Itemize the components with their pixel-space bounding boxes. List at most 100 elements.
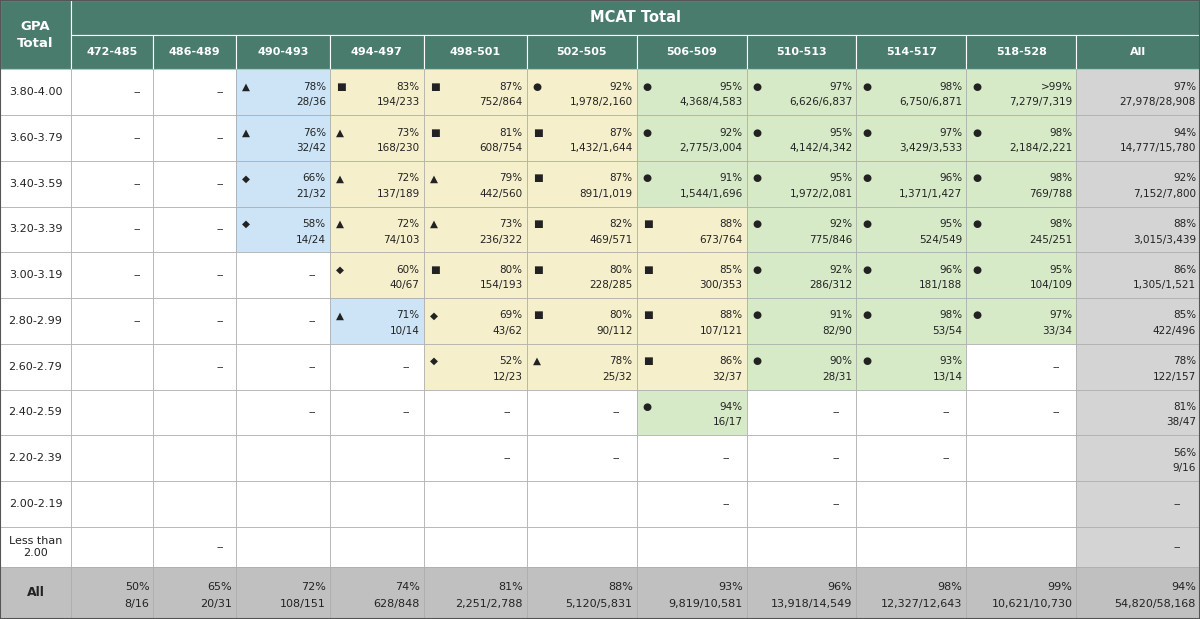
- Text: ▲: ▲: [242, 128, 250, 137]
- Bar: [527, 35, 637, 69]
- Text: 81%: 81%: [499, 128, 523, 137]
- Text: 82/90: 82/90: [823, 326, 852, 336]
- Text: 81%: 81%: [498, 582, 523, 592]
- Text: 12/23: 12/23: [493, 371, 523, 382]
- Bar: [236, 161, 330, 207]
- Text: 87%: 87%: [610, 128, 632, 137]
- Text: --: --: [308, 361, 316, 371]
- Bar: [71, 344, 154, 389]
- Text: --: --: [308, 407, 316, 417]
- Text: 90/112: 90/112: [596, 326, 632, 336]
- Text: --: --: [942, 407, 950, 417]
- Bar: [0, 161, 71, 207]
- Bar: [71, 527, 154, 567]
- Bar: [0, 435, 71, 481]
- Text: 2.40-2.59: 2.40-2.59: [8, 407, 62, 417]
- Text: --: --: [133, 316, 142, 326]
- Text: --: --: [833, 453, 840, 463]
- Text: 95%: 95%: [1049, 265, 1073, 275]
- Bar: [857, 115, 966, 161]
- Text: 72%: 72%: [396, 173, 420, 183]
- Bar: [637, 69, 746, 115]
- Bar: [71, 115, 154, 161]
- Bar: [637, 161, 746, 207]
- Text: 74%: 74%: [395, 582, 420, 592]
- Text: 32/37: 32/37: [713, 371, 743, 382]
- Text: 95%: 95%: [940, 219, 962, 229]
- Text: 56%: 56%: [1172, 448, 1196, 457]
- Text: --: --: [133, 225, 142, 235]
- Bar: [330, 161, 424, 207]
- Bar: [857, 161, 966, 207]
- Bar: [746, 161, 857, 207]
- Bar: [527, 298, 637, 344]
- Text: ●: ●: [972, 265, 982, 275]
- Bar: [527, 207, 637, 253]
- Bar: [637, 567, 746, 619]
- Text: 494-497: 494-497: [350, 47, 402, 57]
- Text: ■: ■: [430, 82, 439, 92]
- Bar: [857, 298, 966, 344]
- Text: --: --: [1174, 499, 1182, 509]
- Bar: [857, 35, 966, 69]
- Text: ◆: ◆: [430, 311, 438, 321]
- Text: 52%: 52%: [499, 356, 523, 366]
- Bar: [330, 35, 424, 69]
- Text: 20/31: 20/31: [200, 599, 232, 610]
- Text: 92%: 92%: [1172, 173, 1196, 183]
- Text: --: --: [308, 271, 316, 280]
- Text: 40/67: 40/67: [390, 280, 420, 290]
- Text: MCAT Total: MCAT Total: [590, 10, 680, 25]
- Text: ●: ●: [643, 402, 652, 412]
- Text: --: --: [613, 407, 620, 417]
- Bar: [637, 435, 746, 481]
- Bar: [527, 481, 637, 527]
- Bar: [236, 253, 330, 298]
- Text: 9/16: 9/16: [1172, 463, 1196, 473]
- Text: 2,184/2,221: 2,184/2,221: [1009, 143, 1073, 153]
- Text: 58%: 58%: [302, 219, 325, 229]
- Bar: [424, 207, 527, 253]
- Text: 7,279/7,319: 7,279/7,319: [1009, 97, 1073, 108]
- Text: 80%: 80%: [610, 265, 632, 275]
- Bar: [637, 344, 746, 389]
- Text: 518-528: 518-528: [996, 47, 1046, 57]
- Text: ■: ■: [533, 311, 542, 321]
- Text: 92%: 92%: [720, 128, 743, 137]
- Text: 97%: 97%: [1172, 82, 1196, 92]
- Bar: [1076, 344, 1200, 389]
- Bar: [330, 344, 424, 389]
- Text: ●: ●: [863, 311, 871, 321]
- Bar: [236, 115, 330, 161]
- Bar: [527, 344, 637, 389]
- Text: ◆: ◆: [336, 265, 343, 275]
- Bar: [424, 527, 527, 567]
- Text: --: --: [216, 361, 223, 371]
- Bar: [966, 115, 1076, 161]
- Bar: [857, 69, 966, 115]
- Text: ●: ●: [752, 265, 762, 275]
- Bar: [746, 389, 857, 435]
- Text: 236/322: 236/322: [480, 235, 523, 245]
- Bar: [746, 435, 857, 481]
- Text: 79%: 79%: [499, 173, 523, 183]
- Text: 93%: 93%: [718, 582, 743, 592]
- Bar: [746, 253, 857, 298]
- Bar: [857, 527, 966, 567]
- Text: 96%: 96%: [828, 582, 852, 592]
- Bar: [154, 481, 236, 527]
- Text: --: --: [722, 499, 730, 509]
- Bar: [637, 298, 746, 344]
- Text: 13/14: 13/14: [932, 371, 962, 382]
- Text: 3.80-4.00: 3.80-4.00: [8, 87, 62, 97]
- Text: ●: ●: [863, 265, 871, 275]
- Bar: [966, 35, 1076, 69]
- Text: 92%: 92%: [829, 219, 852, 229]
- Text: ■: ■: [643, 356, 653, 366]
- Bar: [1076, 527, 1200, 567]
- Text: --: --: [216, 87, 223, 97]
- Text: 94%: 94%: [1172, 128, 1196, 137]
- Text: ■: ■: [643, 311, 653, 321]
- Text: 86%: 86%: [720, 356, 743, 366]
- Text: 90%: 90%: [829, 356, 852, 366]
